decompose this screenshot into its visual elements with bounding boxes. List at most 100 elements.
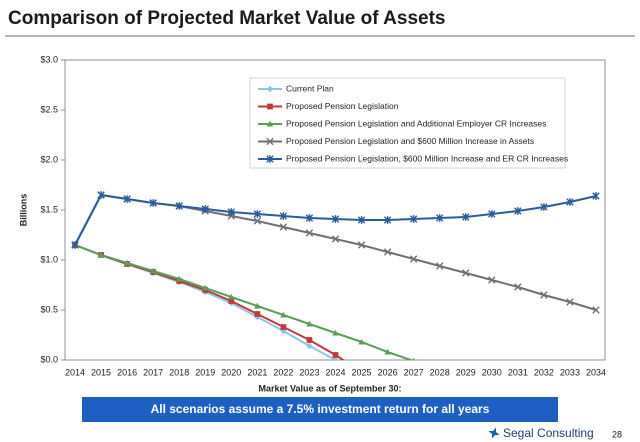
y-tick-label: $1.5 xyxy=(40,204,58,214)
x-tick-label: 2030 xyxy=(482,367,502,377)
x-tick-label: 2026 xyxy=(378,367,398,377)
x-tick-label: 2028 xyxy=(430,367,450,377)
legend-marker xyxy=(266,137,274,146)
legend-label: Proposed Pension Legislation and $600 Mi… xyxy=(286,136,534,146)
data-point xyxy=(592,306,600,314)
legend-marker xyxy=(266,120,274,127)
data-point xyxy=(331,215,340,223)
data-point xyxy=(462,269,470,277)
data-point xyxy=(358,338,365,345)
data-point xyxy=(123,259,131,266)
data-point xyxy=(306,342,313,350)
data-point xyxy=(540,291,548,299)
series-line xyxy=(74,244,414,360)
y-tick-label: $2.0 xyxy=(40,154,58,164)
x-tick-label: 2021 xyxy=(247,367,267,377)
y-tick-label: $1.0 xyxy=(40,254,58,264)
y-axis-label: Billions xyxy=(18,194,28,227)
data-point xyxy=(254,302,261,309)
data-point xyxy=(123,195,131,203)
x-tick-label: 2015 xyxy=(91,367,111,377)
data-point xyxy=(202,284,209,291)
legend-label: Proposed Pension Legislation and Additio… xyxy=(286,118,546,128)
legend-label: Current Plan xyxy=(286,83,334,93)
data-point xyxy=(228,293,235,300)
data-point xyxy=(280,324,287,330)
data-point xyxy=(540,203,548,211)
data-point xyxy=(280,311,287,318)
data-point xyxy=(488,210,496,218)
data-point xyxy=(175,202,183,210)
data-point xyxy=(253,210,262,218)
data-point xyxy=(383,216,392,224)
data-point xyxy=(97,191,105,199)
x-tick-label: 2017 xyxy=(143,367,163,377)
chart-title: Comparison of Projected Market Value of … xyxy=(8,8,445,29)
data-point xyxy=(436,214,444,222)
legend-label: Proposed Pension Legislation xyxy=(286,101,399,111)
data-point xyxy=(149,199,157,207)
legend-marker xyxy=(266,155,274,163)
footer-brand: Segal Consulting xyxy=(503,426,594,440)
data-point xyxy=(566,198,574,206)
x-tick-label: 2032 xyxy=(534,367,554,377)
data-point xyxy=(592,192,600,200)
data-point xyxy=(306,337,313,343)
data-point xyxy=(462,213,470,221)
x-tick-label: 2018 xyxy=(169,367,189,377)
data-point xyxy=(488,276,496,284)
data-point xyxy=(279,223,288,231)
data-point xyxy=(254,311,261,317)
data-point xyxy=(227,208,235,216)
data-point xyxy=(332,329,339,336)
legend-marker xyxy=(267,103,273,110)
x-tick-label: 2016 xyxy=(117,367,137,377)
y-tick-label: $0.0 xyxy=(40,354,58,364)
data-point xyxy=(228,298,235,304)
data-point xyxy=(306,320,313,327)
x-tick-label: 2023 xyxy=(299,367,319,377)
data-point xyxy=(409,255,418,263)
logo-icon xyxy=(488,427,500,439)
x-tick-label: 2027 xyxy=(404,367,424,377)
data-point xyxy=(514,283,522,291)
data-point xyxy=(305,229,314,237)
x-tick-label: 2020 xyxy=(221,367,241,377)
legend-box xyxy=(249,77,566,169)
x-tick-label: 2014 xyxy=(65,367,85,377)
banner xyxy=(82,397,558,422)
x-tick-label: 2025 xyxy=(352,367,372,377)
data-point xyxy=(176,275,183,282)
data-point xyxy=(383,248,392,256)
data-point xyxy=(332,356,339,360)
x-axis-label: Market Value as of September 30: xyxy=(258,383,401,393)
data-point xyxy=(357,216,366,224)
data-point xyxy=(514,207,522,215)
data-point xyxy=(305,214,314,222)
x-tick-label: 2029 xyxy=(456,367,476,377)
legend-label: Proposed Pension Legislation, $600 Milli… xyxy=(286,153,568,163)
banner-text: All scenarios assume a 7.5% investment r… xyxy=(151,402,490,416)
y-tick-label: $2.5 xyxy=(40,104,58,114)
data-point xyxy=(97,251,105,258)
x-tick-label: 2022 xyxy=(273,367,293,377)
plot-series xyxy=(71,191,600,360)
data-point xyxy=(357,241,366,249)
data-point xyxy=(436,262,444,270)
data-point xyxy=(253,217,262,225)
x-tick-label: 2024 xyxy=(325,367,345,377)
x-tick-label: 2034 xyxy=(586,367,606,377)
data-point xyxy=(201,205,209,213)
data-point xyxy=(412,357,415,360)
page-number: 28 xyxy=(612,429,622,439)
legend-marker xyxy=(266,85,274,93)
y-tick-label: $0.5 xyxy=(40,304,58,314)
data-point xyxy=(279,212,288,220)
x-tick-label: 2019 xyxy=(195,367,215,377)
data-point xyxy=(149,267,157,274)
data-point xyxy=(71,241,79,249)
y-tick-label: $3.0 xyxy=(40,54,58,64)
data-point xyxy=(331,235,340,243)
